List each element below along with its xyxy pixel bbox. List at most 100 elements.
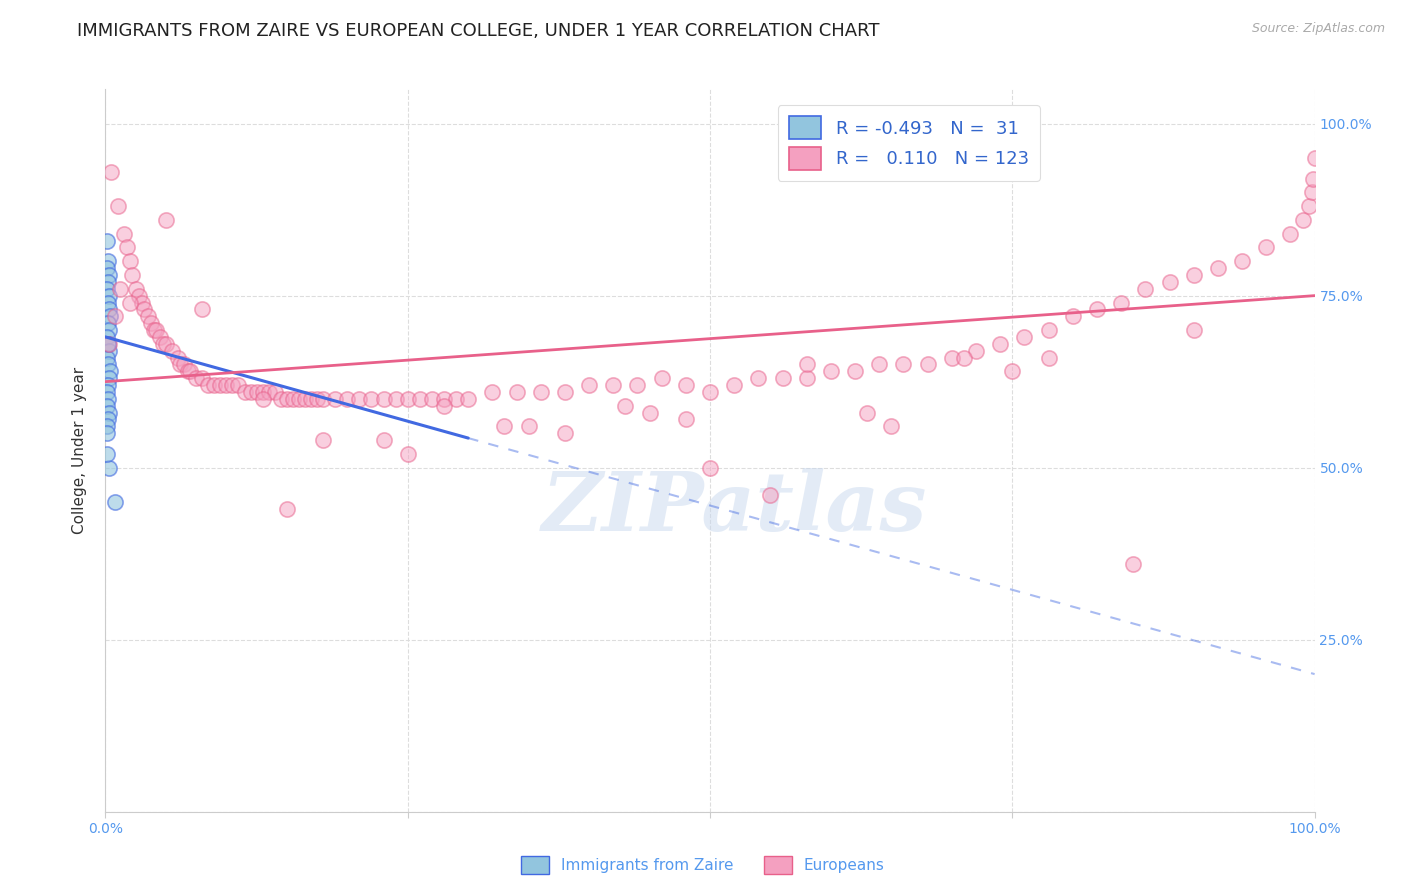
Point [97,275,120,289]
Point [396,447,419,461]
Point [98,323,121,337]
Point [233,384,256,399]
Point [336,392,359,406]
Point [373,433,395,447]
Point [917,358,939,372]
Point [96,330,118,344]
Point [384,392,406,406]
Legend: Immigrants from Zaire, Europeans: Immigrants from Zaire, Europeans [515,850,891,880]
Point [1279,227,1302,241]
Point [115,240,138,254]
Point [396,392,419,406]
Point [107,199,129,213]
Point [699,384,721,399]
Point [134,302,156,317]
Point [578,378,600,392]
Point [747,371,769,385]
Point [638,406,661,420]
Point [155,213,177,227]
Point [179,364,201,378]
Point [263,384,285,399]
Point [517,419,540,434]
Point [481,384,503,399]
Point [856,406,879,420]
Point [444,392,467,406]
Point [1085,302,1108,317]
Point [118,295,141,310]
Text: IMMIGRANTS FROM ZAIRE VS EUROPEAN COLLEGE, UNDER 1 YEAR CORRELATION CHART: IMMIGRANTS FROM ZAIRE VS EUROPEAN COLLEG… [77,22,880,40]
Point [360,392,382,406]
Point [98,288,121,302]
Text: Source: ZipAtlas.com: Source: ZipAtlas.com [1251,22,1385,36]
Point [104,495,127,509]
Point [796,358,818,372]
Point [215,378,238,392]
Point [97,316,120,330]
Point [96,426,118,441]
Point [699,460,721,475]
Point [796,371,818,385]
Point [155,336,177,351]
Point [97,336,120,351]
Point [98,460,121,475]
Point [145,323,167,337]
Point [1062,310,1084,324]
Point [1182,268,1205,282]
Point [1038,351,1060,365]
Point [868,358,890,372]
Point [675,412,697,426]
Point [307,392,329,406]
Point [96,282,118,296]
Point [299,392,322,406]
Point [100,165,122,179]
Point [820,364,842,378]
Point [131,295,153,310]
Point [98,302,121,317]
Point [288,392,311,406]
Point [554,426,576,441]
Point [257,384,280,399]
Point [104,310,127,324]
Point [675,378,697,392]
Point [1159,275,1181,289]
Point [312,392,335,406]
Point [988,336,1011,351]
Point [433,392,456,406]
Point [96,351,118,365]
Point [149,330,172,344]
Point [1298,199,1320,213]
Point [893,358,915,372]
Point [160,343,183,358]
Point [246,384,269,399]
Point [98,310,121,324]
Point [98,336,121,351]
Point [1230,254,1253,268]
Point [626,378,648,392]
Point [197,378,219,392]
Point [759,488,782,502]
Point [1206,261,1229,276]
Point [1301,186,1323,200]
Point [118,254,141,268]
Point [1014,330,1036,344]
Point [96,384,118,399]
Point [252,384,274,399]
Point [108,282,131,296]
Point [965,343,987,358]
Point [494,419,516,434]
Point [844,364,866,378]
Point [121,268,143,282]
Point [97,358,120,372]
Point [239,384,262,399]
Point [530,384,553,399]
Point [202,378,225,392]
Point [1256,240,1278,254]
Point [228,378,250,392]
Point [880,419,903,434]
Point [97,378,120,392]
Point [98,364,121,378]
Point [1122,557,1144,571]
Point [173,358,195,372]
Point [723,378,745,392]
Point [191,302,214,317]
